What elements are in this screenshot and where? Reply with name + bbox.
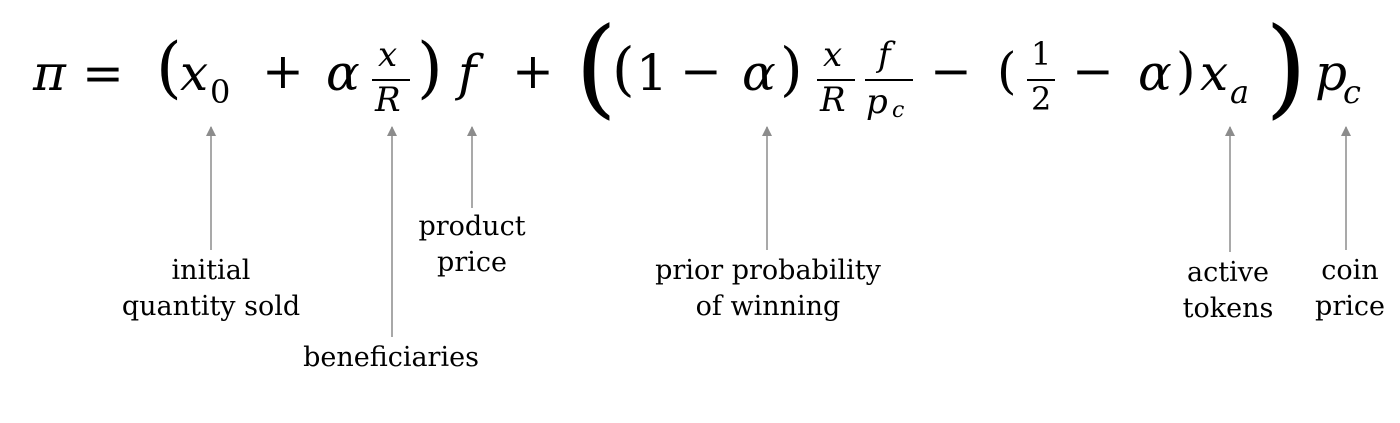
left-paren-big: ( xyxy=(575,5,618,130)
fraction-bar-1 xyxy=(372,79,410,81)
variable-p: p xyxy=(1315,44,1348,102)
label-prior-probability-line-1: prior probability xyxy=(655,255,881,286)
fraction-denominator-R: R xyxy=(375,80,401,120)
fraction-bar-3 xyxy=(865,79,913,81)
label-beneficiaries: beneficiaries xyxy=(281,340,501,376)
right-paren-1: ) xyxy=(417,29,443,106)
minus-sign-3: − xyxy=(1072,42,1114,100)
variable-f-1: f xyxy=(458,44,477,102)
variable-x-a: x xyxy=(1200,44,1229,102)
fraction-bar-4 xyxy=(1027,79,1055,81)
plus-sign-1: + xyxy=(262,42,304,100)
number-one: 1 xyxy=(636,44,668,102)
variable-x: x xyxy=(180,44,209,102)
label-active-tokens: active tokens xyxy=(1168,255,1288,327)
symbol-alpha-1: α xyxy=(326,44,360,102)
fraction-numerator-one: 1 xyxy=(1031,35,1052,73)
fraction-denominator-R-2: R xyxy=(820,80,846,120)
label-active-tokens-line-2: tokens xyxy=(1182,293,1274,324)
right-paren-big: ) xyxy=(1265,5,1308,130)
fraction-bar-2 xyxy=(817,79,855,81)
plus-sign-2: + xyxy=(512,42,554,100)
symbol-pi: π xyxy=(33,44,66,102)
subscript-c-1: c xyxy=(892,98,905,123)
minus-sign-1: − xyxy=(680,42,722,100)
symbol-alpha-2: α xyxy=(742,44,776,102)
left-paren-3: ( xyxy=(997,42,1017,100)
label-prior-probability: prior probability of winning xyxy=(618,253,918,325)
fraction-numerator-x: x xyxy=(378,35,398,75)
right-paren-3: ) xyxy=(1176,42,1196,100)
label-coin-price-line-2: price xyxy=(1315,291,1385,322)
subscript-c-2: c xyxy=(1343,73,1361,111)
label-coin-price-line-1: coin xyxy=(1321,255,1379,286)
label-prior-probability-line-2: of winning xyxy=(695,291,841,322)
label-initial-quantity-sold: initial quantity sold xyxy=(111,253,311,325)
label-coin-price: coin price xyxy=(1302,253,1398,325)
symbol-alpha-3: α xyxy=(1138,44,1172,102)
right-paren-2: ) xyxy=(780,35,803,103)
left-paren-2: ( xyxy=(612,35,635,103)
label-product-price-line-1: product xyxy=(418,211,526,242)
label-active-tokens-line-1: active xyxy=(1187,257,1269,288)
equals-sign: = xyxy=(82,44,124,102)
subscript-0: 0 xyxy=(210,73,231,111)
fraction-numerator-f: f xyxy=(878,35,891,75)
label-initial-quantity-sold-line-1: initial xyxy=(171,255,251,286)
subscript-a: a xyxy=(1230,73,1250,111)
fraction-denominator-two: 2 xyxy=(1031,80,1052,118)
left-paren-1: ( xyxy=(156,29,182,106)
label-product-price-line-2: price xyxy=(437,247,507,278)
fraction-numerator-x-2: x xyxy=(823,35,843,75)
label-beneficiaries-line-1: beneficiaries xyxy=(303,342,479,373)
fraction-denominator-p: p xyxy=(866,82,888,122)
label-product-price: product price xyxy=(402,209,542,281)
minus-sign-2: − xyxy=(930,42,972,100)
label-initial-quantity-sold-line-2: quantity sold xyxy=(121,291,301,322)
